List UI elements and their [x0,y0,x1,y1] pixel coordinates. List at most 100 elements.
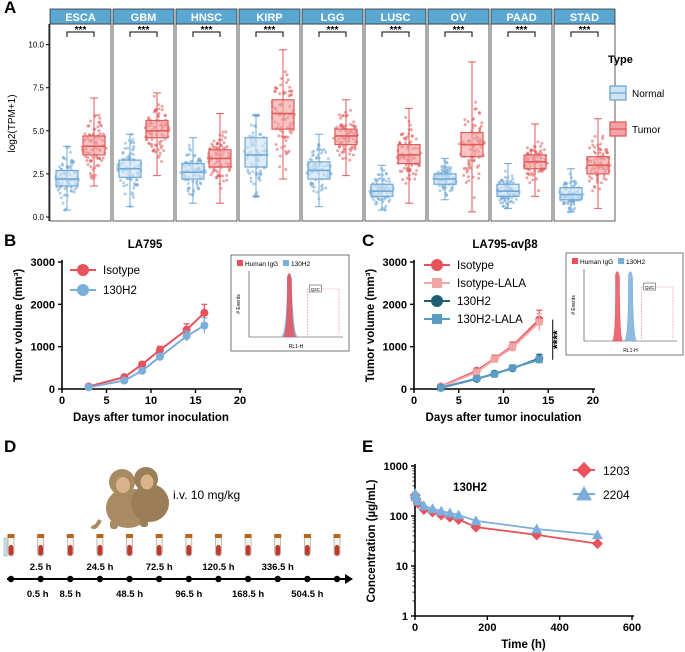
data-point [97,129,101,133]
data-point [312,149,316,153]
data-point [125,177,129,181]
data-point [348,122,352,126]
legend-marker [432,278,442,288]
data-point [194,180,198,184]
timepoint-label-top: 72.5 h [146,562,173,573]
data-point [89,165,93,169]
inset-frame [565,252,684,356]
y-tick-label-e: 100 [390,511,408,523]
data-point [286,78,290,82]
data-point [450,188,454,192]
data-point [371,197,375,201]
data-point [89,119,93,123]
data-point [349,108,353,112]
data-point [471,117,475,121]
y-tick-label-a: 10.0 [28,41,44,50]
inset-histogram-peak [282,273,296,338]
data-marker [437,384,445,392]
x-tick-label: 0 [59,395,65,407]
data-point [472,196,476,200]
data-point [480,121,484,125]
data-point [101,132,105,136]
data-point [527,173,531,177]
monkey-tail [90,519,102,530]
y-tick-label: 0 [49,384,55,396]
data-point [258,178,262,182]
data-point [252,182,256,186]
x-tick-label: 5 [103,395,109,407]
y-tick-label-a: 2.5 [33,170,45,179]
data-point [352,120,356,124]
data-point [275,147,279,151]
data-point [388,180,392,184]
sample-tube-cap [96,534,104,538]
box-iqr [244,137,268,168]
data-point [158,140,162,144]
data-point [402,166,406,170]
data-point [97,113,101,117]
data-point [414,137,418,141]
data-point [525,146,529,150]
data-point [61,163,65,167]
series-line [88,312,206,388]
timepoint-dot [155,575,163,583]
sample-tube-cap [274,534,282,538]
data-point [227,168,231,172]
box-iqr [181,162,205,180]
x-tick-label-e: 200 [478,622,496,634]
data-point [348,158,352,162]
data-point [94,173,98,177]
y-tick-label-a: 5.0 [33,127,45,136]
data-point [75,186,79,190]
data-point [152,94,156,98]
data-point [123,147,127,151]
data-point [602,177,606,181]
facet-header [427,8,490,25]
facet-label: KIRP [256,12,282,24]
data-point [601,137,605,141]
significance-bracket [129,31,158,37]
data-point [449,165,453,169]
data-point [503,169,507,173]
panel-label-a: A [4,0,17,17]
facet-panel [427,23,490,222]
data-point [98,120,102,124]
data-marker [84,383,93,392]
data-point [505,201,509,205]
data-point [315,190,319,194]
panel-label-c: C [362,231,375,250]
data-point [256,171,260,175]
legend-label: 130H2-LALA [457,314,523,326]
data-marker-e [444,507,456,518]
data-point [445,161,449,165]
data-point [135,178,139,182]
data-point [158,151,162,155]
data-point [311,182,315,186]
data-point [441,169,445,173]
data-point [446,168,450,172]
monkey-icon [90,467,169,530]
data-point [572,202,576,206]
facet-label: PAAD [506,12,536,24]
x-tick-label: 15 [542,395,554,407]
sample-tube-blood [156,545,162,556]
legend-label: Isotype-LALA [457,278,526,290]
facet-panel [175,23,238,222]
data-point [502,199,506,203]
timepoint-label-top: 336.5 h [262,562,294,573]
significance-stars: *** [201,25,213,36]
data-point [387,177,391,181]
data-point [284,152,288,156]
data-point [187,186,191,190]
data-point [259,169,263,173]
box-iqr [496,183,520,197]
legend-marker [432,314,442,324]
inset-legend-label: 130H2 [626,259,646,266]
data-point [374,202,378,206]
data-point [499,201,503,205]
x-tick-label-e: 0 [412,622,418,634]
sample-tube-cap [7,534,15,538]
data-point [404,116,408,120]
data-point [222,141,226,145]
sample-tube-blood [216,545,221,556]
